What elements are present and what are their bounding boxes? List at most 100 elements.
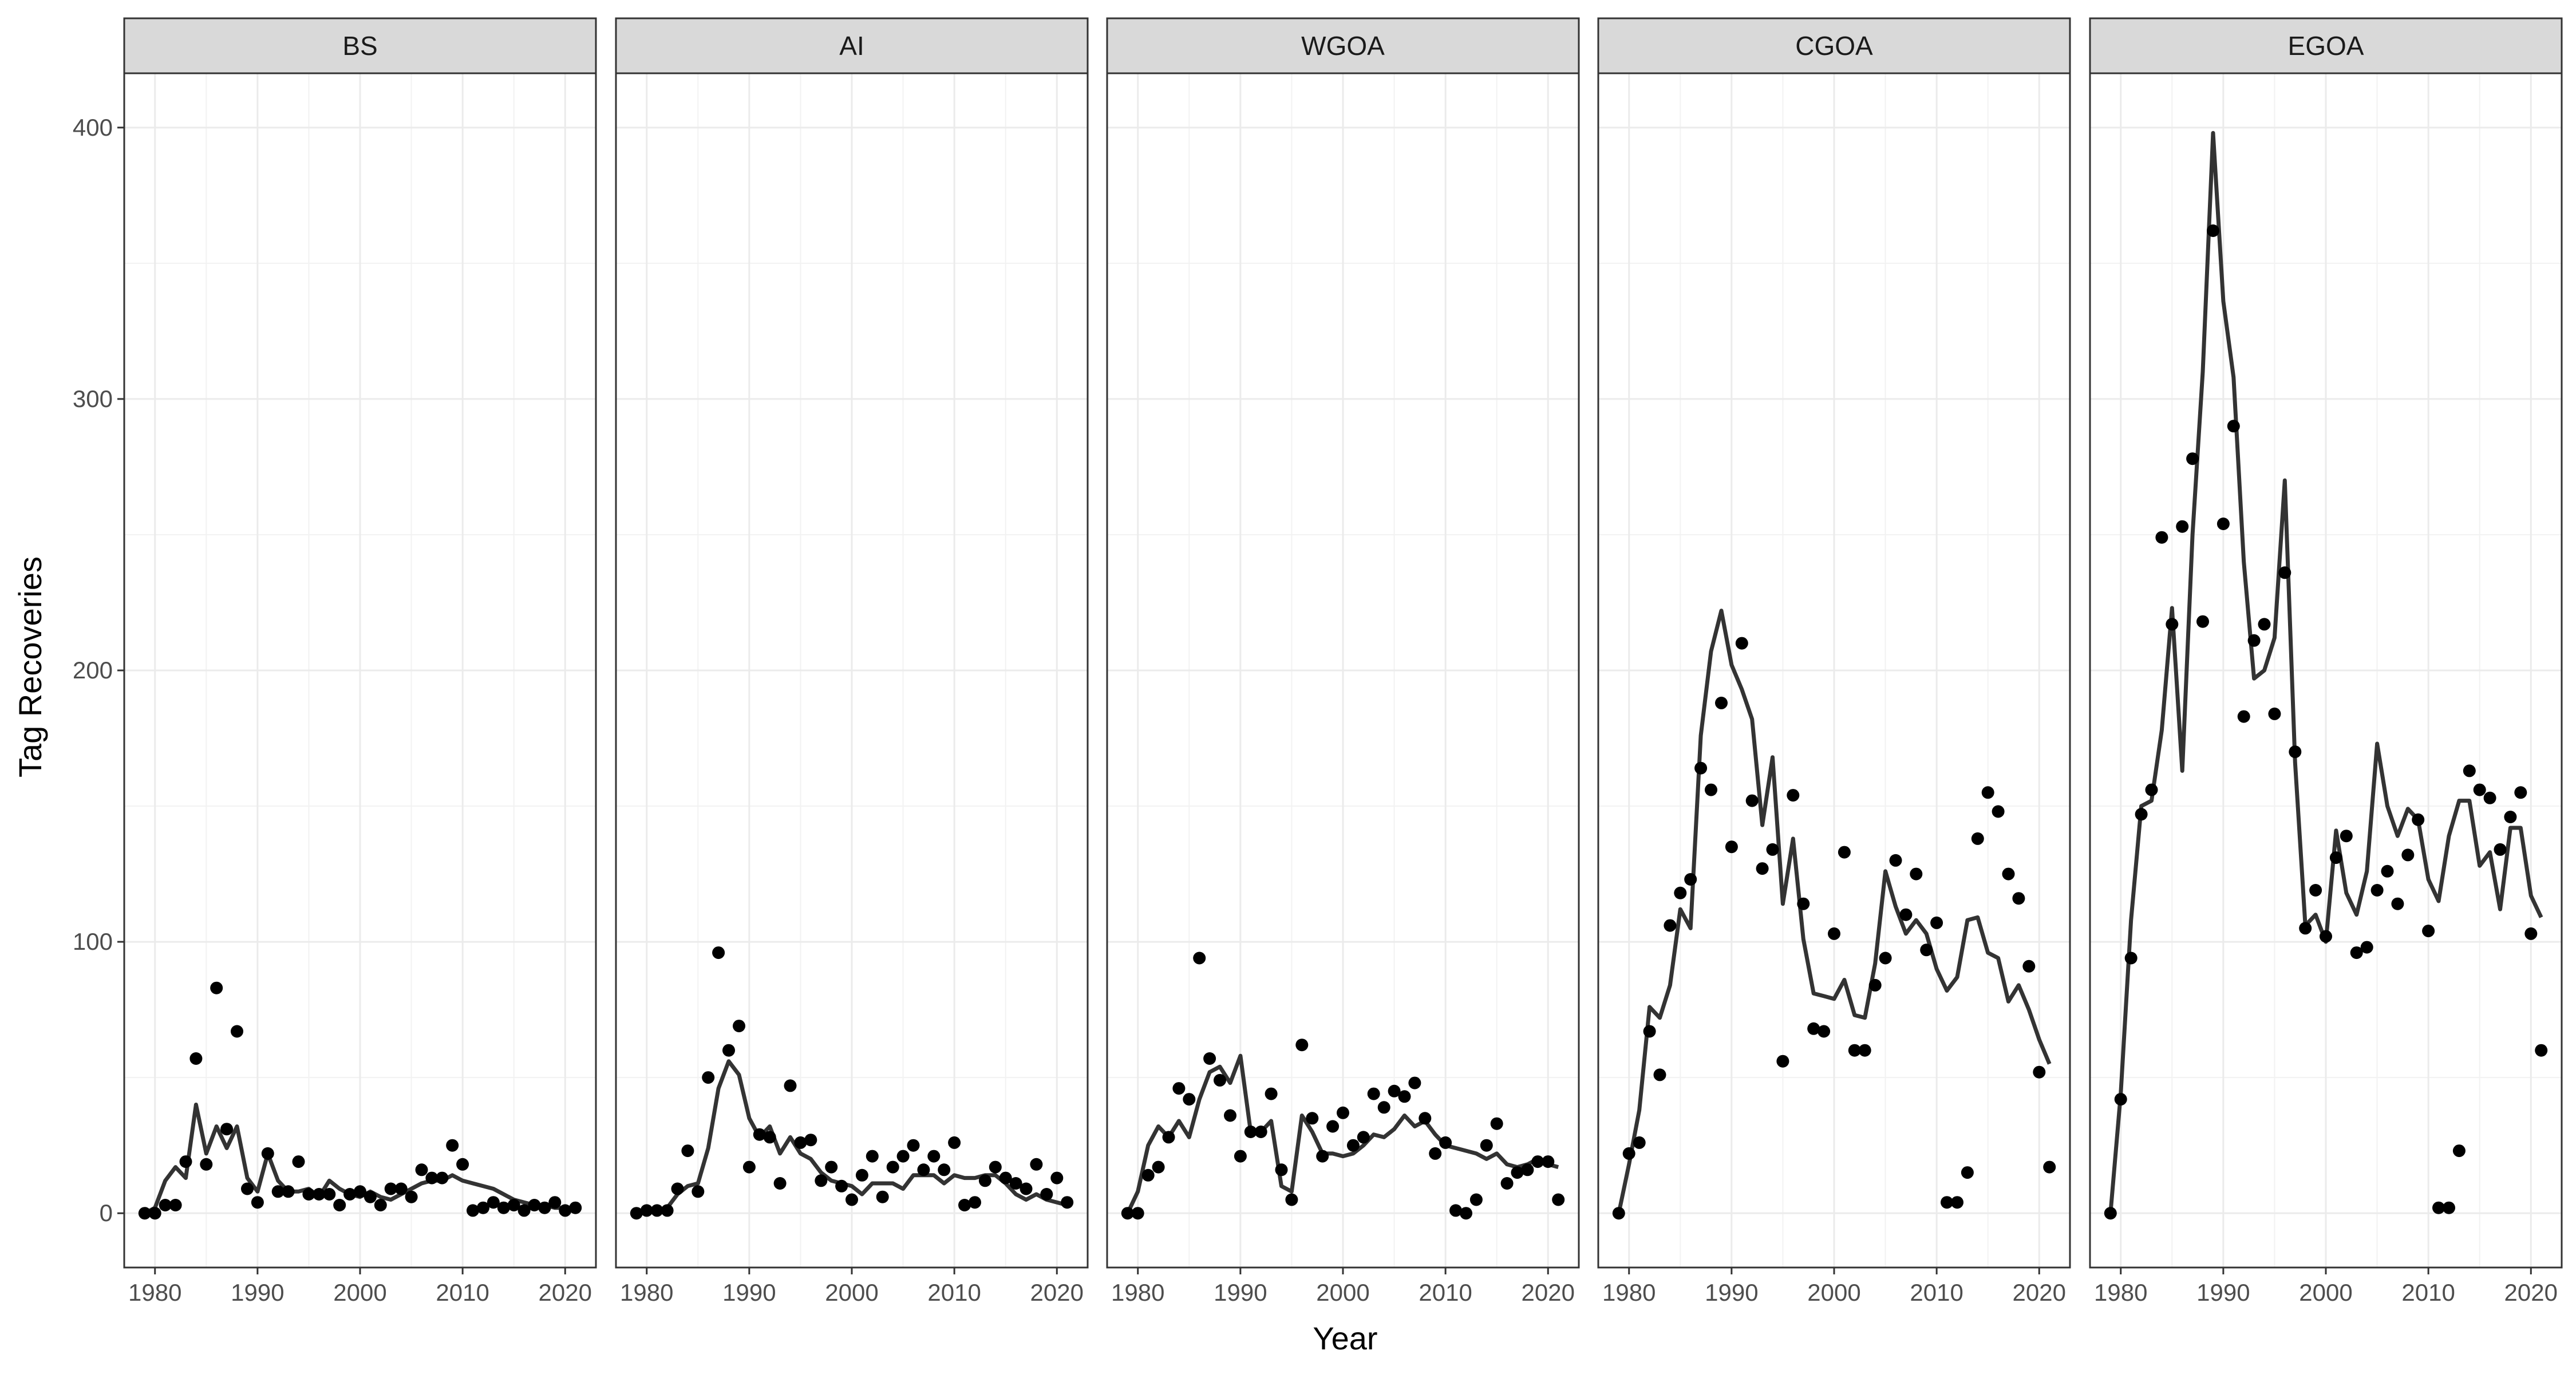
observed-point	[1244, 1126, 1257, 1138]
observed-point	[1265, 1087, 1278, 1100]
observed-point	[1868, 978, 1882, 992]
facet-panel-wgoa: WGOA 1980 1990 2000 2010 2020	[1106, 17, 1580, 1306]
y-tick-label: 100	[73, 928, 113, 955]
observed-point	[364, 1190, 377, 1203]
observed-point	[1480, 1139, 1493, 1152]
observed-point	[271, 1185, 285, 1198]
observed-point	[1367, 1087, 1380, 1100]
observed-point	[1735, 637, 1748, 650]
observed-point	[2176, 520, 2189, 533]
observed-point	[1941, 1196, 1953, 1209]
observed-point	[886, 1160, 899, 1174]
observed-point	[1224, 1109, 1236, 1122]
observed-point	[241, 1182, 254, 1195]
observed-point	[1295, 1039, 1309, 1052]
observed-point	[1203, 1052, 1216, 1065]
observed-point	[2227, 420, 2240, 433]
observed-point	[742, 1160, 756, 1174]
observed-point	[1653, 1068, 1666, 1081]
observed-point	[200, 1158, 213, 1171]
observed-point	[2104, 1207, 2117, 1220]
observed-point	[1050, 1171, 1064, 1185]
observed-point	[507, 1199, 520, 1211]
observed-point	[446, 1139, 459, 1152]
observed-point	[210, 981, 223, 994]
observed-point	[1910, 867, 1923, 881]
observed-point	[2483, 791, 2496, 804]
observed-point	[2463, 764, 2476, 777]
x-tick-label: 2020	[2504, 1279, 2558, 1306]
observed-point	[702, 1071, 715, 1084]
observed-point	[2514, 786, 2527, 799]
observed-point	[1776, 1055, 1789, 1068]
x-tick-label: 1980	[128, 1279, 181, 1306]
x-tick-label: 2020	[1522, 1279, 1575, 1306]
observed-point	[815, 1174, 828, 1187]
observed-point	[763, 1131, 776, 1144]
observed-point	[999, 1171, 1012, 1185]
observed-point	[1807, 1022, 1820, 1035]
observed-point	[302, 1188, 315, 1201]
observed-point	[1633, 1136, 1646, 1149]
observed-point	[2237, 710, 2250, 723]
observed-point	[835, 1179, 848, 1193]
observed-point	[394, 1182, 408, 1195]
observed-point	[1899, 908, 1913, 921]
observed-point	[1848, 1044, 1861, 1057]
observed-point	[2124, 951, 2138, 965]
x-tick-label: 1980	[1602, 1279, 1656, 1306]
facet-strip	[2089, 17, 2563, 74]
observed-point	[497, 1201, 510, 1214]
observed-point	[1429, 1147, 1442, 1160]
observed-point	[978, 1174, 991, 1187]
predicted-line	[1617, 609, 2052, 1214]
facet-strip-label: BS	[342, 31, 377, 61]
observed-point	[2022, 960, 2036, 973]
observed-point	[784, 1079, 797, 1092]
observed-point	[189, 1052, 203, 1065]
observed-point	[405, 1190, 418, 1203]
observed-point	[1326, 1120, 1340, 1133]
observed-point	[2135, 808, 2148, 821]
observed-point	[1398, 1090, 1411, 1103]
observed-point	[1500, 1177, 1514, 1190]
observed-point	[1622, 1147, 1635, 1160]
x-tick-label: 1990	[1705, 1279, 1758, 1306]
observed-point	[548, 1196, 562, 1209]
facet-strip	[123, 17, 597, 74]
observed-point	[948, 1136, 961, 1149]
observed-point	[138, 1207, 151, 1220]
observed-point	[1745, 794, 1759, 807]
observed-point	[1930, 916, 1943, 929]
observed-point	[1797, 897, 1810, 910]
observed-point	[2299, 922, 2312, 935]
observed-point	[1756, 862, 1769, 875]
observed-point	[1193, 951, 1206, 965]
x-tick-label: 2010	[927, 1279, 981, 1306]
observed-point	[969, 1196, 981, 1209]
observed-point	[2443, 1201, 2455, 1214]
observed-point	[896, 1150, 910, 1163]
x-tick-label: 2000	[1316, 1279, 1369, 1306]
observed-point	[1469, 1193, 1483, 1206]
observed-point	[1254, 1126, 1267, 1138]
observed-point	[2268, 707, 2281, 720]
observed-point	[2033, 1065, 2046, 1079]
observed-point	[2002, 867, 2015, 881]
observed-point	[722, 1044, 735, 1057]
observed-point	[1664, 919, 1677, 932]
observed-point	[436, 1171, 449, 1185]
observed-point	[630, 1207, 643, 1220]
x-tick-label: 2000	[1807, 1279, 1860, 1306]
y-tick-label: 300	[73, 385, 113, 412]
observed-point	[1439, 1136, 1452, 1149]
observed-point	[794, 1136, 807, 1149]
observed-point	[1275, 1163, 1288, 1176]
observed-point	[1449, 1204, 1462, 1217]
observed-point	[1172, 1082, 1186, 1095]
observed-point	[2422, 925, 2435, 938]
facet-panel-bs: BS 1980 1990 2000 2010 2020	[123, 17, 597, 1306]
observed-point	[1346, 1139, 1360, 1152]
observed-point	[907, 1139, 920, 1152]
x-tick-label: 2010	[436, 1279, 489, 1306]
